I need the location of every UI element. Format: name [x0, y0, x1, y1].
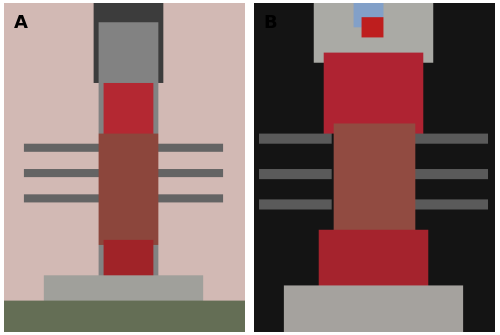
Text: B: B	[264, 14, 278, 32]
Text: A: A	[14, 14, 28, 32]
